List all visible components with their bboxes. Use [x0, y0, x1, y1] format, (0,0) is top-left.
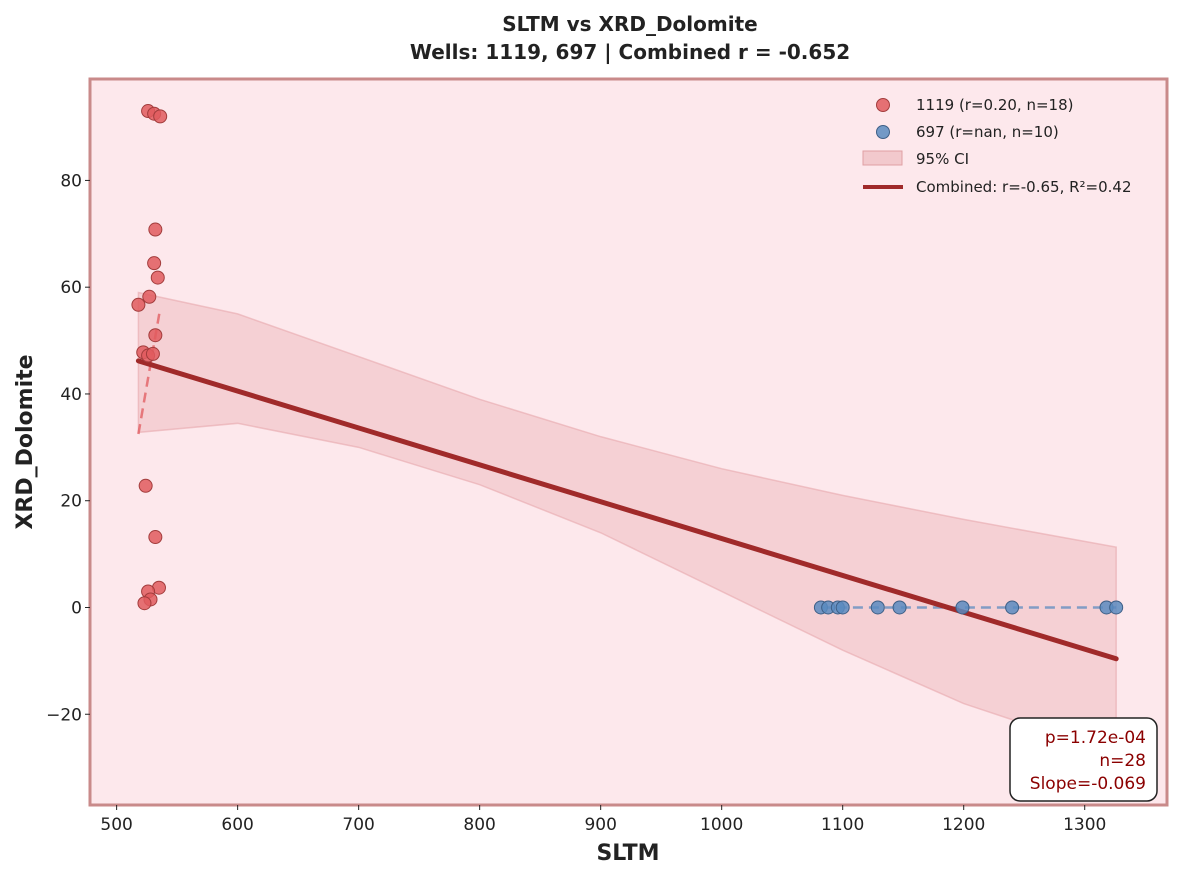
data-point-series-0-7	[131, 297, 146, 312]
stats-box: p=1.72e-04 n=28 Slope=-0.069	[1009, 717, 1158, 802]
data-point-series-0-3	[148, 222, 163, 237]
data-point-series-0-13	[148, 530, 163, 545]
data-point-series-0-4	[147, 256, 162, 271]
y-tick-label: 20	[60, 492, 82, 512]
axis-ticks-layer: 500 600 700 800 900 1000 1100 1200 1300 −20 0 20 40 6…	[46, 171, 1106, 835]
x-tick-label: 600	[221, 815, 253, 835]
data-point-series-1-7	[1005, 600, 1020, 615]
chart-subtitle: Wells: 1119, 697 | Combined r = -0.652	[410, 40, 850, 64]
data-point-series-0-2	[153, 109, 168, 124]
legend-marker-1119	[876, 98, 890, 112]
data-point-series-1-5	[892, 600, 907, 615]
x-axis-label: SLTM	[596, 841, 659, 866]
data-point-series-0-5	[150, 270, 165, 285]
legend-label-1119: 1119 (r=0.20, n=18)	[916, 96, 1073, 114]
y-tick-label: 80	[60, 171, 82, 191]
x-tick-label: 500	[100, 815, 132, 835]
y-tick-label: 60	[60, 278, 82, 298]
legend-marker-ci	[862, 150, 903, 166]
y-tick-label: 40	[60, 385, 82, 405]
chart-title: SLTM vs XRD_Dolomite	[502, 12, 757, 36]
legend-marker-697	[876, 125, 890, 139]
data-point-series-0-17	[137, 596, 152, 611]
x-tick-label: 1100	[821, 815, 864, 835]
y-tick-label: 0	[71, 598, 82, 618]
trend-line-series-0	[137, 308, 162, 435]
y-axis-label: XRD_Dolomite	[13, 354, 38, 529]
data-point-series-0-8	[148, 328, 163, 343]
data-point-series-1-4	[870, 600, 885, 615]
fit-line-layer	[135, 358, 1119, 662]
stats-slope: Slope=-0.069	[1030, 774, 1146, 794]
data-point-series-1-6	[955, 600, 970, 615]
x-tick-label: 1300	[1063, 815, 1106, 835]
data-point-series-1-9	[1109, 600, 1124, 615]
y-tick-label: −20	[46, 705, 82, 725]
data-points-layer	[131, 104, 1124, 615]
data-point-series-0-12	[138, 478, 153, 493]
legend: 1119 (r=0.20, n=18) 697 (r=nan, n=10) 95…	[862, 96, 1132, 196]
x-tick-label: 1000	[700, 815, 743, 835]
legend-label-ci: 95% CI	[916, 150, 969, 168]
data-point-series-1-3	[835, 600, 850, 615]
stats-p-value: p=1.72e-04	[1045, 728, 1146, 748]
legend-label-697: 697 (r=nan, n=10)	[916, 123, 1059, 141]
stats-box-frame	[1009, 717, 1158, 802]
data-point-series-0-6	[142, 289, 157, 304]
x-tick-label: 1200	[942, 815, 985, 835]
data-point-series-0-11	[145, 346, 160, 361]
combined-fit-line	[135, 358, 1119, 662]
x-tick-label: 800	[463, 815, 495, 835]
plot-area	[88, 77, 1169, 807]
stats-n: n=28	[1099, 751, 1146, 771]
x-tick-label: 900	[584, 815, 616, 835]
legend-label-fit: Combined: r=-0.65, R²=0.42	[916, 178, 1132, 196]
x-tick-label: 700	[342, 815, 374, 835]
